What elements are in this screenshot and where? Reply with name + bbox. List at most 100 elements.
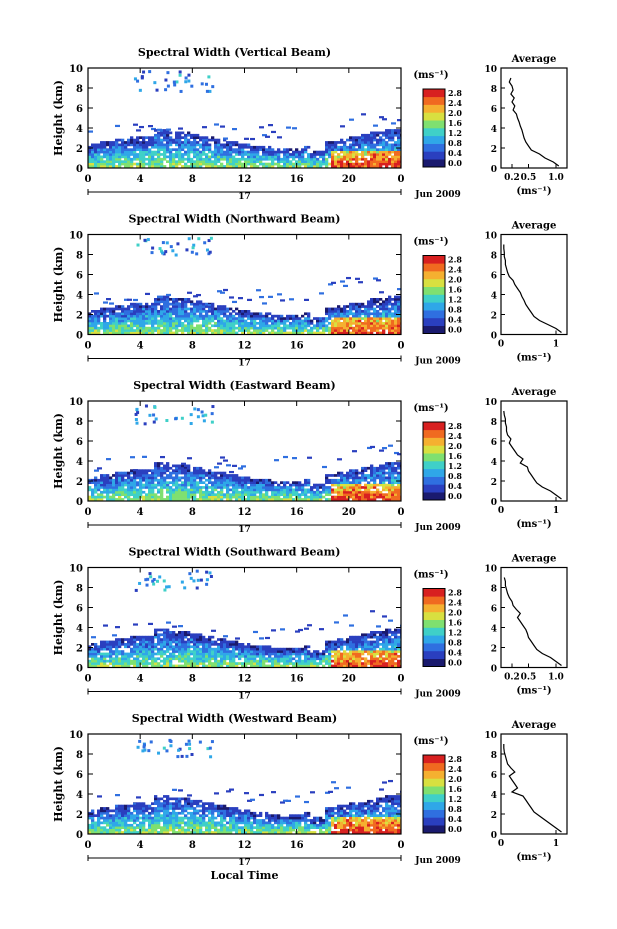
heat-cell — [247, 655, 251, 658]
heat-cell — [97, 314, 101, 318]
heat-cell — [106, 647, 110, 651]
heat-cell — [184, 490, 188, 494]
heat-cell — [394, 493, 398, 496]
heat-cell — [160, 640, 164, 644]
heat-cell — [355, 153, 359, 156]
average-y-tick-label: 4 — [491, 125, 497, 135]
heat-cell — [352, 305, 356, 308]
heat-cell — [199, 493, 203, 496]
heat-cell — [277, 659, 281, 663]
heat-cell — [331, 481, 335, 484]
heat-cell — [178, 153, 182, 156]
heat-cell — [286, 652, 290, 656]
heat-cell — [328, 655, 332, 658]
heat-cell — [160, 157, 164, 161]
heat-cell — [385, 647, 389, 651]
heat-cell — [148, 165, 152, 168]
heat-cell — [121, 324, 125, 328]
heat-cell — [124, 165, 128, 168]
heat-cell — [124, 638, 128, 641]
heat-cell — [181, 647, 185, 651]
heat-cell — [355, 155, 359, 159]
heat-cell — [175, 322, 179, 325]
heat-cell — [370, 153, 374, 156]
heat-cell — [394, 305, 398, 308]
heat-cell — [271, 319, 275, 323]
heat-cell — [325, 655, 329, 658]
heat-cell — [238, 645, 242, 649]
heat-cell — [316, 662, 320, 665]
heat-cell — [217, 153, 221, 156]
heat-cell — [205, 162, 209, 166]
heat-cell — [133, 469, 138, 472]
heat-cell — [220, 495, 224, 499]
heat-cell — [229, 470, 234, 474]
heat-cell — [106, 643, 110, 646]
heat-cell — [241, 655, 245, 658]
heat-cell — [139, 145, 143, 149]
heat-cell — [358, 302, 362, 306]
heat-cell — [334, 150, 338, 154]
heat-cell — [175, 498, 179, 501]
heat-cell — [340, 314, 344, 318]
heat-cell — [181, 498, 185, 501]
heat-cell — [199, 495, 203, 499]
heat-cell — [262, 165, 266, 168]
heat-cell — [346, 276, 351, 280]
heat-cell — [361, 640, 365, 644]
heat-cell — [109, 157, 113, 161]
heat-cell — [229, 143, 233, 147]
heat-cell — [376, 329, 380, 332]
heat-cell — [143, 238, 147, 242]
heat-cell — [178, 307, 182, 311]
heat-cell — [250, 165, 254, 168]
heat-cell — [160, 633, 164, 637]
heat-cell — [382, 324, 386, 328]
heat-cell — [382, 302, 386, 306]
heat-cell — [205, 324, 209, 328]
heat-cell — [367, 481, 371, 484]
heat-cell — [196, 578, 200, 582]
heat-cell — [163, 319, 167, 323]
heat-cell — [115, 664, 119, 668]
heat-cell — [340, 162, 344, 166]
heat-cell — [334, 331, 338, 335]
heat-cell — [154, 635, 158, 639]
heat-cell — [373, 469, 377, 472]
heat-cell — [97, 652, 101, 656]
heat-cell — [277, 148, 281, 151]
heat-cell — [157, 628, 161, 632]
heat-cell — [343, 486, 347, 489]
heat-cell — [112, 148, 116, 151]
heat-cell — [103, 652, 107, 656]
heat-cell — [106, 153, 110, 156]
average-title: Average — [511, 387, 557, 398]
x-tick-label: 8 — [189, 507, 196, 518]
heat-cell — [328, 652, 332, 656]
heat-cell — [94, 157, 98, 161]
heat-cell — [337, 324, 341, 328]
heat-cell — [165, 585, 169, 589]
heat-cell — [286, 150, 290, 154]
heat-cell — [310, 329, 314, 332]
heat-cell — [358, 635, 362, 639]
heat-cell — [130, 498, 134, 501]
heat-cell — [112, 141, 116, 144]
heat-cell — [154, 469, 158, 472]
heat-cell — [376, 305, 380, 308]
heat-cell — [202, 324, 206, 328]
heat-cell — [160, 143, 164, 147]
colorbar-tick-label: 0.4 — [448, 315, 462, 325]
heat-cell — [196, 469, 200, 472]
heat-cell — [172, 303, 177, 306]
heat-cell — [346, 155, 350, 159]
heat-cell — [352, 317, 356, 320]
heat-cell — [370, 640, 374, 644]
heat-cell — [379, 141, 383, 144]
heat-cell — [190, 150, 194, 154]
heat-cell — [373, 635, 377, 639]
heat-cell — [358, 655, 362, 658]
heat-cell — [166, 329, 170, 332]
colorbar-frame — [422, 421, 446, 501]
